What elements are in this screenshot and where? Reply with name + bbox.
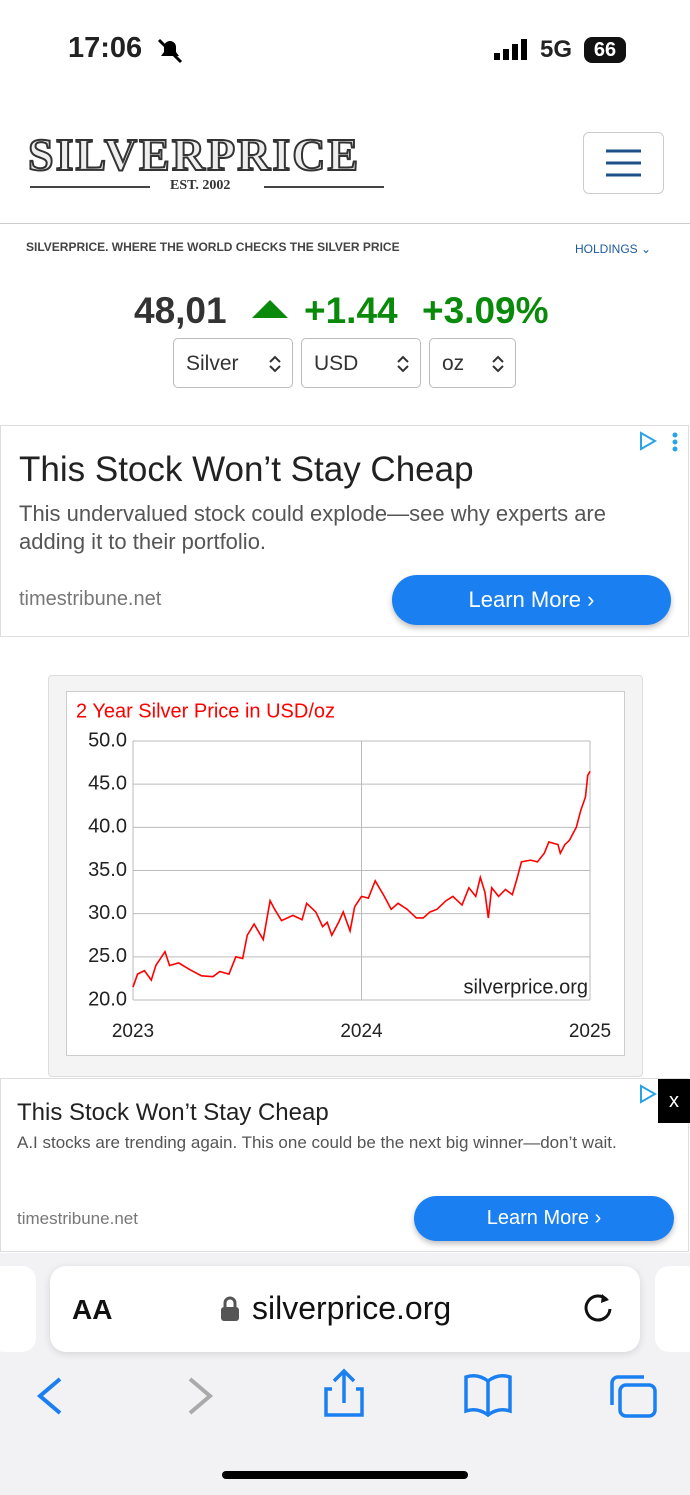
x-tick-label: 2024 [340, 1021, 383, 1042]
y-tick-label: 25.0 [88, 945, 127, 967]
button-label[interactable]: Learn More [468, 587, 582, 612]
chart: 2 Year Silver Price in USD/oz silverpric… [76, 700, 611, 1042]
close-button[interactable]: x [658, 1079, 690, 1123]
logo-rule [30, 186, 150, 188]
address-bar[interactable] [50, 1266, 640, 1352]
nav-icons [36, 1368, 657, 1418]
share-button[interactable] [324, 1368, 364, 1417]
silent-icon [157, 38, 183, 64]
network: 5G [540, 36, 573, 63]
url[interactable]: silverprice.org [252, 1290, 452, 1326]
price-change-pct: +3.09% [422, 290, 549, 331]
forward-button[interactable] [188, 1377, 214, 1415]
time: 17:06 [68, 32, 143, 64]
learn-more-button[interactable]: Learn More › [414, 1196, 674, 1241]
ad-banner[interactable]: This Stock Won’t Stay Cheap This underva… [0, 425, 689, 637]
price-line [132, 770, 591, 988]
y-tick-label: 45.0 [88, 772, 127, 794]
select-arrows [492, 355, 504, 373]
y-tick-label: 40.0 [88, 816, 127, 838]
logo[interactable]: SILVERPRICE [27, 128, 361, 181]
price: 48,01 [134, 290, 227, 331]
y-tick-label: 20.0 [88, 988, 127, 1010]
reload-button[interactable] [582, 1290, 616, 1326]
home-indicator [222, 1471, 468, 1479]
price-change: +1.44 [304, 290, 398, 331]
ad-banner[interactable]: x This Stock Won’t Stay Cheap A.I stocks… [0, 1078, 690, 1252]
chart-frame [66, 691, 625, 1056]
holdings[interactable]: HOLDINGS [575, 242, 638, 256]
menu-button[interactable] [583, 132, 664, 194]
lock-icon [221, 1296, 239, 1321]
battery: 66 [584, 37, 626, 63]
ad-domain: timestribune.net [19, 588, 162, 610]
up-arrow [252, 300, 288, 318]
ad-body[interactable]: This undervalued stock could explode—see… [19, 501, 606, 554]
signal-icon [494, 39, 527, 60]
button-label[interactable]: Learn More [486, 1207, 590, 1229]
y-tick-label: 30.0 [88, 902, 127, 924]
bookmarks-button[interactable] [464, 1374, 512, 1418]
watermark: silverprice.org [464, 976, 588, 998]
logo-rule [264, 186, 384, 188]
tabs-button[interactable] [610, 1375, 657, 1418]
select-value: oz [442, 352, 465, 375]
x-tick-label: 2023 [112, 1021, 154, 1042]
x-tick-label: 2025 [569, 1021, 611, 1042]
tagline: SILVERPRICE. WHERE THE WORLD CHECKS THE … [26, 240, 400, 254]
back-button[interactable] [36, 1377, 62, 1415]
tab-edge [655, 1266, 690, 1352]
learn-more-button[interactable]: Learn More › [392, 575, 671, 625]
metal-select[interactable]: Silver [173, 338, 293, 388]
established: EST. 2002 [170, 178, 231, 193]
ad-choices[interactable] [637, 430, 687, 452]
divider [0, 223, 690, 224]
ad-domain: timestribune.net [17, 1209, 138, 1228]
tab-edge [0, 1266, 36, 1352]
y-tick-label: 50.0 [88, 729, 127, 751]
select-arrows [397, 355, 409, 373]
ad-title[interactable]: This Stock Won’t Stay Cheap [19, 450, 474, 489]
select-value: USD [314, 352, 359, 375]
select-arrows [269, 355, 281, 373]
holdings-link[interactable]: HOLDINGS ⌄ [575, 242, 652, 256]
currency-select[interactable]: USD [301, 338, 421, 388]
y-tick-label: 35.0 [88, 859, 127, 881]
ad-choices[interactable] [637, 1083, 657, 1105]
select-value: Silver [186, 352, 239, 375]
text-size-button[interactable]: AA [72, 1294, 113, 1325]
unit-select[interactable]: oz [429, 338, 516, 388]
ad-body[interactable]: A.I stocks are trending again. This one … [17, 1133, 617, 1152]
chart-title: 2 Year Silver Price in USD/oz [76, 700, 335, 722]
ad-title[interactable]: This Stock Won’t Stay Cheap [17, 1099, 329, 1126]
